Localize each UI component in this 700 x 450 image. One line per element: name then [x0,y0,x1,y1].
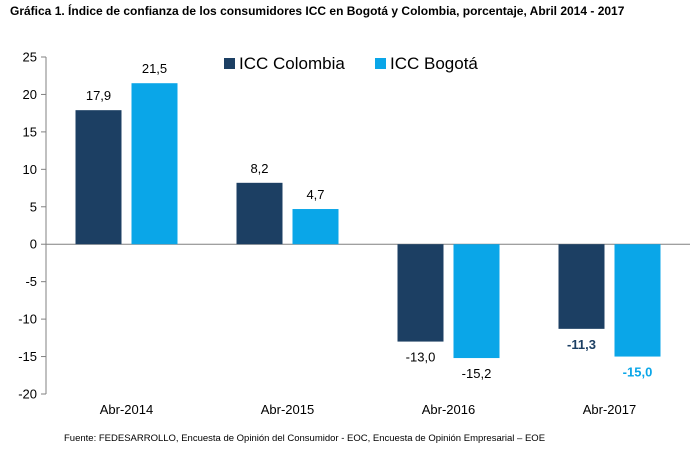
data-labels: 17,9 21,5 8,2 4,7 -13,0 -15,2 -11,3 -15,0 [86,61,652,381]
x-category-label: Abr-2017 [583,402,636,417]
legend-label: ICC Colombia [239,54,345,73]
x-category-label: Abr-2015 [261,402,314,417]
chart-title: Gráfica 1. Índice de confianza de los co… [10,4,625,18]
y-tick-label: 5 [30,199,37,214]
bar-bogota [453,244,500,359]
bar-chart: 25 20 15 10 5 0 -5 -10 -15 -20 Abr-2014 Abr-2015 Abr… [18,50,690,417]
legend-label: ICC Bogotá [390,54,478,73]
x-category-label: Abr-2014 [100,402,153,417]
data-label: 17,9 [86,88,111,103]
legend-swatch [375,58,386,69]
y-tick-label: -5 [25,274,37,289]
bar-bogota [614,244,661,357]
y-tick-label: 10 [23,162,37,177]
y-tick-label: -10 [18,312,37,327]
data-label: 4,7 [306,187,324,202]
bar-colombia [236,182,283,245]
legend: ICC Colombia ICC Bogotá [224,54,478,73]
data-label: -15,2 [462,366,492,381]
data-label: -15,0 [623,365,653,380]
data-label: 8,2 [250,161,268,176]
y-tick-label: 20 [23,87,37,102]
y-tick-label: -20 [18,387,37,402]
data-label: 21,5 [142,61,167,76]
x-category-label: Abr-2016 [422,402,475,417]
y-tick-label: -15 [18,349,37,364]
bar-colombia [397,244,444,342]
bar-colombia [558,244,605,329]
data-label: -11,3 [567,337,596,352]
y-tick-label: 15 [23,124,37,139]
legend-swatch [224,58,235,69]
bar-colombia [75,110,122,245]
y-tick-label: 25 [23,50,37,65]
y-tick-label: 0 [30,237,37,252]
bars [75,83,661,359]
bar-bogota [131,83,178,245]
bar-bogota [292,209,339,245]
data-label: -13,0 [406,350,436,365]
source-note: Fuente: FEDESARROLLO, Encuesta de Opinió… [64,433,546,444]
